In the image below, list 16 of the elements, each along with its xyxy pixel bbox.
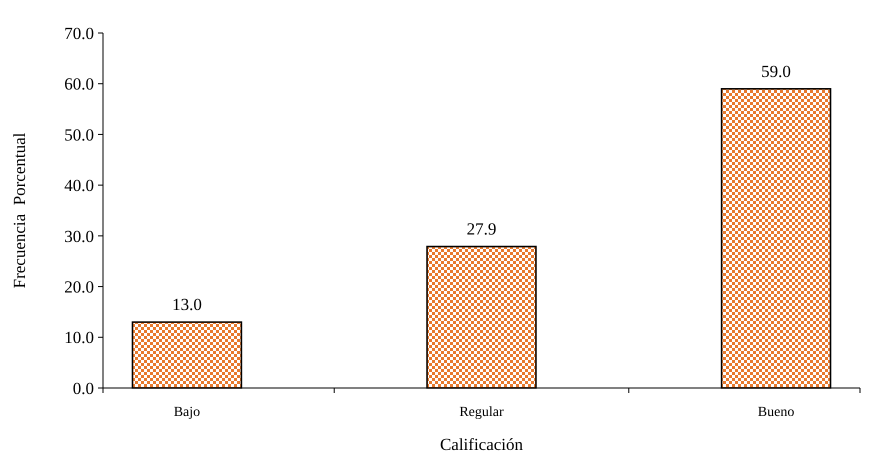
y-tick-label: 10.0 <box>64 328 94 348</box>
data-label: 59.0 <box>761 62 791 81</box>
y-tick-label: 50.0 <box>64 125 94 144</box>
y-tick-label: 30.0 <box>64 226 94 246</box>
x-tick-label: Bueno <box>758 405 794 420</box>
data-label: 27.9 <box>466 220 496 239</box>
y-tick-label: 20.0 <box>64 278 94 297</box>
y-tick-label: 70.0 <box>64 24 94 43</box>
y-tick-label: 40.0 <box>64 176 94 196</box>
x-tick-label: Regular <box>459 405 504 420</box>
x-tick-label: Bajo <box>174 405 200 420</box>
y-tick-label: 60.0 <box>64 74 94 94</box>
y-axis-title: Frecuencia Porcentual <box>10 132 29 288</box>
y-tick-label: 0.0 <box>72 378 94 398</box>
x-axis-title: Calificación <box>440 435 524 454</box>
data-label: 13.0 <box>172 295 202 314</box>
